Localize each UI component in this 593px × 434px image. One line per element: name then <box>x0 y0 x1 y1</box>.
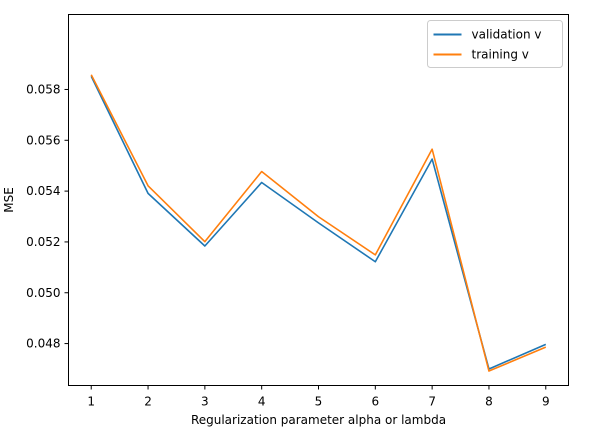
y-tick-label: 0.048 <box>26 337 60 351</box>
y-tick-label: 0.058 <box>26 82 60 96</box>
x-tick-label: 5 <box>315 395 323 409</box>
y-tick-label: 0.056 <box>26 133 60 147</box>
x-tick-label: 7 <box>428 395 436 409</box>
x-tick-label: 3 <box>201 395 209 409</box>
legend-label: validation v <box>472 28 542 42</box>
x-axis-title: Regularization parameter alpha or lambda <box>191 413 446 427</box>
plot-area-frame <box>68 14 569 386</box>
x-tick-label: 9 <box>542 395 550 409</box>
x-axis: 1 2 3 4 5 6 7 8 9 <box>87 385 550 409</box>
series-layer <box>90 74 547 372</box>
y-axis-title: MSE <box>2 187 16 213</box>
y-axis: 0.048 0.050 0.052 0.054 0.056 0.058 <box>26 82 69 351</box>
y-tick-label: 0.054 <box>26 184 60 198</box>
x-tick-label: 8 <box>485 395 493 409</box>
y-tick-label: 0.052 <box>26 235 60 249</box>
x-tick-label: 2 <box>144 395 152 409</box>
legend-label: training v <box>472 48 529 62</box>
legend: validation v training v <box>427 20 563 68</box>
x-tick-label: 6 <box>371 395 379 409</box>
legend-box <box>427 20 563 68</box>
y-tick-label: 0.050 <box>26 286 60 300</box>
series-line-training <box>90 74 547 372</box>
x-tick-label: 1 <box>87 395 95 409</box>
x-tick-label: 4 <box>258 395 266 409</box>
